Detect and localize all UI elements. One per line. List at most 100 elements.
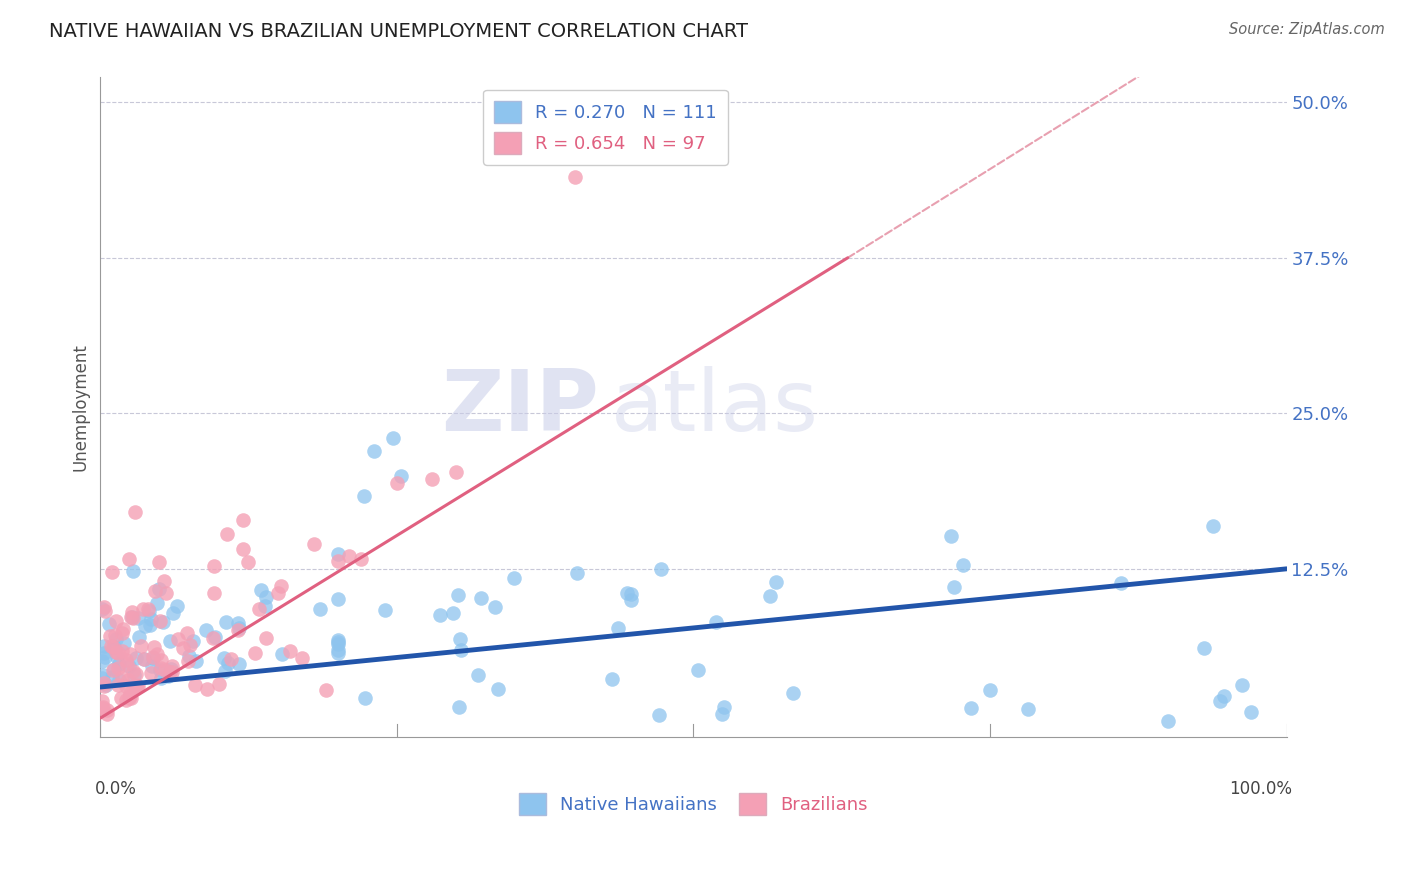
Text: atlas: atlas [610, 366, 818, 449]
Point [243, 647, 266, 661]
Point [120, 610, 142, 624]
Point [208, 677, 231, 691]
Point [115, 657, 138, 671]
Point [713, 700, 735, 714]
Point [204, 630, 226, 644]
Point [565, 566, 588, 581]
Point [228, 621, 250, 635]
Point [107, 646, 129, 660]
Point [111, 670, 134, 684]
Point [179, 638, 201, 652]
Point [142, 650, 165, 665]
Point [90, 602, 112, 616]
Point [620, 593, 643, 607]
Point [710, 706, 733, 721]
Point [120, 647, 142, 661]
Point [278, 644, 301, 658]
Point [184, 678, 207, 692]
Point [150, 653, 173, 667]
Point [104, 614, 127, 628]
Point [1232, 678, 1254, 692]
Point [467, 668, 489, 682]
Point [91, 654, 114, 668]
Text: ZIP: ZIP [441, 366, 599, 449]
Point [765, 574, 787, 589]
Point [112, 635, 135, 649]
Point [186, 654, 208, 668]
Point [93, 640, 115, 654]
Point [118, 691, 141, 706]
Point [110, 691, 132, 706]
Point [124, 678, 146, 692]
Point [132, 652, 155, 666]
Point [650, 562, 672, 576]
Point [105, 632, 128, 647]
Y-axis label: Unemployment: Unemployment [72, 343, 89, 471]
Point [254, 631, 277, 645]
Point [156, 669, 179, 683]
Point [339, 549, 361, 563]
Point [385, 475, 408, 490]
Point [118, 690, 141, 704]
Point [952, 558, 974, 572]
Point [486, 681, 509, 696]
Point [236, 555, 259, 569]
Point [232, 513, 254, 527]
Point [93, 646, 115, 660]
Point [620, 586, 643, 600]
Point [132, 651, 155, 665]
Point [271, 647, 294, 661]
Point [943, 580, 966, 594]
Point [124, 505, 146, 519]
Point [217, 527, 239, 541]
Point [90, 694, 112, 708]
Point [470, 591, 492, 606]
Point [444, 465, 467, 479]
Point [124, 667, 146, 681]
Point [107, 661, 129, 675]
Point [125, 679, 148, 693]
Point [132, 602, 155, 616]
Point [127, 611, 149, 625]
Point [353, 489, 375, 503]
Point [176, 625, 198, 640]
Point [308, 602, 330, 616]
Point [108, 673, 131, 688]
Point [107, 678, 129, 692]
Point [389, 468, 412, 483]
Point [98, 629, 121, 643]
Point [141, 612, 163, 626]
Point [782, 685, 804, 699]
Point [648, 708, 671, 723]
Point [96, 706, 118, 721]
Point [214, 665, 236, 679]
Point [148, 582, 170, 597]
Point [1192, 640, 1215, 655]
Point [447, 700, 470, 714]
Point [202, 586, 225, 600]
Point [350, 551, 373, 566]
Point [939, 528, 962, 542]
Point [1157, 714, 1180, 728]
Point [226, 616, 249, 631]
Point [146, 647, 169, 661]
Point [429, 607, 451, 622]
Point [270, 579, 292, 593]
Point [118, 686, 141, 700]
Point [101, 640, 124, 655]
Point [128, 630, 150, 644]
Point [326, 642, 349, 657]
Point [112, 622, 135, 636]
Point [114, 653, 136, 667]
Point [152, 615, 174, 629]
Point [704, 615, 727, 629]
Point [93, 675, 115, 690]
Point [1202, 519, 1225, 533]
Point [1109, 576, 1132, 591]
Point [143, 640, 166, 655]
Point [449, 632, 471, 647]
Point [117, 673, 139, 687]
Point [139, 618, 162, 632]
Point [90, 701, 112, 715]
Point [166, 599, 188, 613]
